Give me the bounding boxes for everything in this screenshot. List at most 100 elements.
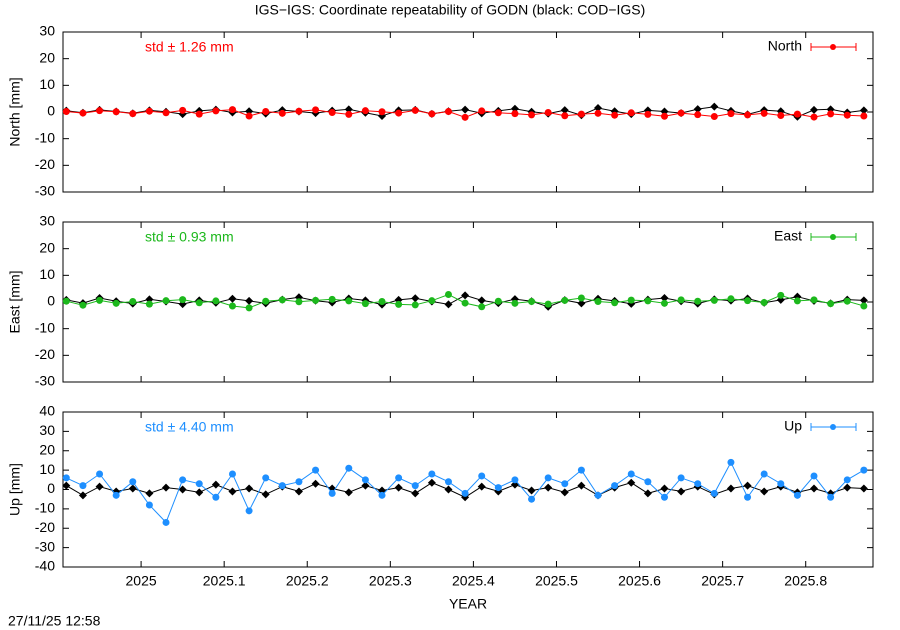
point [195, 110, 203, 118]
point [810, 105, 819, 114]
point [245, 304, 253, 312]
point [810, 296, 818, 304]
y-tick-label: 20 [39, 49, 55, 65]
annotation: std ± 1.26 mm [145, 39, 234, 55]
point [843, 483, 852, 492]
point [345, 464, 353, 472]
point [793, 491, 801, 499]
chart-title: IGS−IGS: Coordinate repeatability of GOD… [255, 2, 646, 18]
point [79, 482, 87, 490]
point [345, 297, 353, 305]
point [428, 297, 436, 305]
point [727, 295, 735, 303]
point [760, 109, 768, 117]
point [112, 108, 120, 116]
legend-swatch [830, 424, 836, 430]
point [128, 484, 137, 493]
point [62, 481, 71, 490]
point [195, 299, 203, 307]
y-tick-label: 30 [39, 23, 55, 39]
point [710, 102, 719, 111]
point [710, 489, 718, 497]
point [577, 294, 585, 302]
point [179, 476, 187, 484]
point [145, 300, 153, 308]
point [478, 107, 486, 115]
point [793, 297, 801, 305]
point [660, 299, 668, 307]
x-tick-label: 2025.2 [286, 573, 329, 589]
point [278, 109, 286, 117]
point [245, 507, 253, 515]
point [544, 300, 552, 308]
point [444, 291, 452, 299]
point [129, 297, 137, 305]
point [328, 109, 336, 117]
point [411, 489, 420, 498]
point [428, 470, 436, 478]
point [744, 111, 752, 119]
point [743, 481, 752, 490]
y-tick-label: -20 [35, 346, 55, 362]
x-tick-label: 2025.1 [203, 573, 246, 589]
point [611, 482, 619, 490]
point [62, 107, 70, 115]
y-tick-label: -30 [35, 373, 55, 389]
point [79, 109, 87, 117]
point [660, 294, 669, 302]
point [378, 108, 386, 116]
point [162, 109, 170, 117]
point [344, 105, 353, 114]
y-tick-label: -30 [35, 538, 55, 554]
point [428, 110, 436, 118]
point [461, 291, 470, 300]
point [262, 297, 270, 305]
point [494, 297, 502, 305]
point [129, 478, 137, 486]
point [594, 109, 602, 117]
point [660, 484, 669, 493]
y-tick-label: 30 [39, 213, 55, 229]
point [744, 493, 752, 501]
point [394, 483, 403, 492]
point [611, 299, 619, 307]
point [228, 487, 237, 496]
point [311, 479, 320, 488]
point [860, 466, 868, 474]
point [62, 474, 70, 482]
point [361, 476, 369, 484]
point [411, 106, 419, 114]
point [295, 478, 303, 486]
point [860, 302, 868, 310]
point [361, 481, 370, 490]
point [95, 482, 104, 491]
point [627, 478, 636, 487]
y-tick-label: 10 [39, 76, 55, 92]
point [245, 484, 254, 493]
point [777, 291, 785, 299]
point [145, 501, 153, 509]
point [328, 489, 336, 497]
y-tick-label: -10 [35, 129, 55, 145]
point [179, 106, 187, 114]
point [577, 110, 585, 118]
point [378, 491, 386, 499]
point [461, 105, 470, 114]
point [278, 296, 286, 304]
point [228, 470, 236, 478]
point [195, 488, 204, 497]
legend-label: Up [784, 418, 802, 434]
y-tick-label: 0 [47, 480, 55, 496]
point [162, 518, 170, 526]
point [627, 470, 635, 478]
point [644, 110, 652, 118]
point [561, 480, 569, 488]
point [461, 489, 469, 497]
point [859, 106, 868, 115]
point [78, 491, 87, 500]
x-tick-label: 2025.6 [618, 573, 661, 589]
point [361, 300, 369, 308]
point [843, 297, 851, 305]
point [777, 480, 785, 488]
